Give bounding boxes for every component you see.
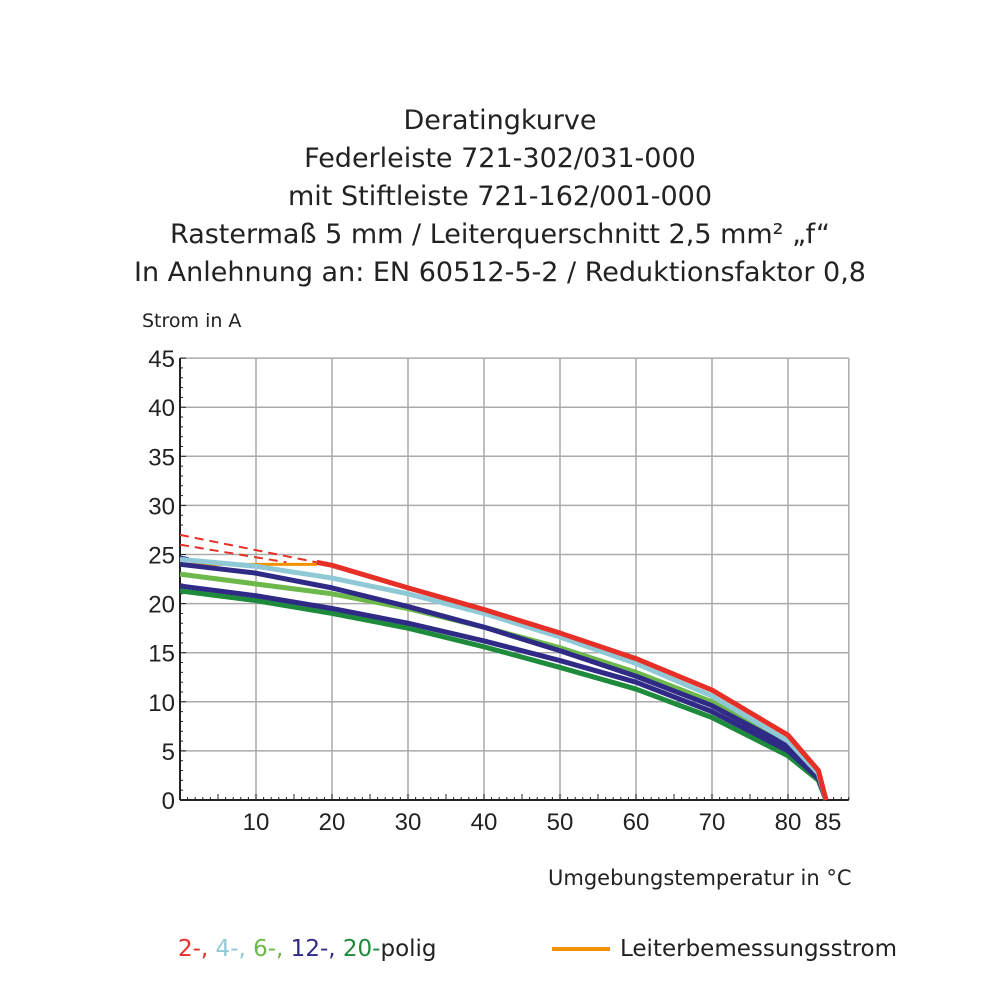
series-line-6-polig xyxy=(179,571,829,801)
y-tick-label: 10 xyxy=(148,690,175,717)
x-tick-label: 30 xyxy=(395,809,422,836)
y-tick-label: 35 xyxy=(148,444,175,471)
series-line-12-polig xyxy=(179,561,829,801)
chart-title: Deratingkurve Federleiste 721-302/031-000… xyxy=(0,102,1000,292)
series-line-20-polig xyxy=(179,588,829,801)
y-tick-label: 0 xyxy=(162,788,175,815)
title-line-0: Deratingkurve xyxy=(403,105,597,136)
x-tick-label: 10 xyxy=(243,809,270,836)
legend-item: 12-, xyxy=(283,936,336,962)
x-tick-label: 50 xyxy=(547,809,574,836)
legend-item: 2-, xyxy=(178,936,209,962)
x-tick-label: 60 xyxy=(623,809,650,836)
series-line-4-polig xyxy=(179,556,829,801)
y-axis-label: Strom in A xyxy=(142,310,242,332)
series-line-12-polig xyxy=(179,583,829,801)
y-tick-label: 20 xyxy=(148,592,175,619)
x-tick-label: 70 xyxy=(699,809,726,836)
title-line-3: Rastermaß 5 mm / Leiterquerschnitt 2,5 m… xyxy=(170,219,830,250)
x-tick-label: 80 xyxy=(775,809,802,836)
x-tick-label: 20 xyxy=(319,809,346,836)
legend-item: polig xyxy=(380,936,437,962)
y-tick-label: 15 xyxy=(148,641,175,668)
legend-item: 6-, xyxy=(245,936,284,962)
title-line-4: In Anlehnung an: EN 60512-5-2 / Reduktio… xyxy=(134,257,866,288)
legend-swatch-reference xyxy=(552,947,610,951)
y-tick-label: 25 xyxy=(148,543,175,570)
x-tick-label: 40 xyxy=(471,809,498,836)
y-tick-label: 30 xyxy=(148,493,175,520)
x-axis-label: Umgebungstemperatur in °C xyxy=(548,866,852,890)
legend-item: 20- xyxy=(335,936,381,962)
legend-reference: Leiterbemessungsstrom xyxy=(552,936,897,962)
y-tick-label: 5 xyxy=(162,739,175,766)
title-line-1: Federleiste 721-302/031-000 xyxy=(304,143,696,174)
title-line-2: mit Stiftleiste 721-162/001-000 xyxy=(288,181,712,212)
legend-item: 4-, xyxy=(208,936,246,962)
legend-reference-label: Leiterbemessungsstrom xyxy=(620,936,898,962)
dashed-series-line xyxy=(179,543,287,564)
x-tick-label: 85 xyxy=(815,809,842,836)
legend-series: 2-, 4-, 6-, 12-, 20-polig xyxy=(178,936,437,962)
dashed-series-line xyxy=(179,533,317,564)
y-tick-label: 45 xyxy=(148,346,175,373)
series-line-2-polig xyxy=(316,559,829,801)
y-tick-label: 40 xyxy=(148,395,175,422)
